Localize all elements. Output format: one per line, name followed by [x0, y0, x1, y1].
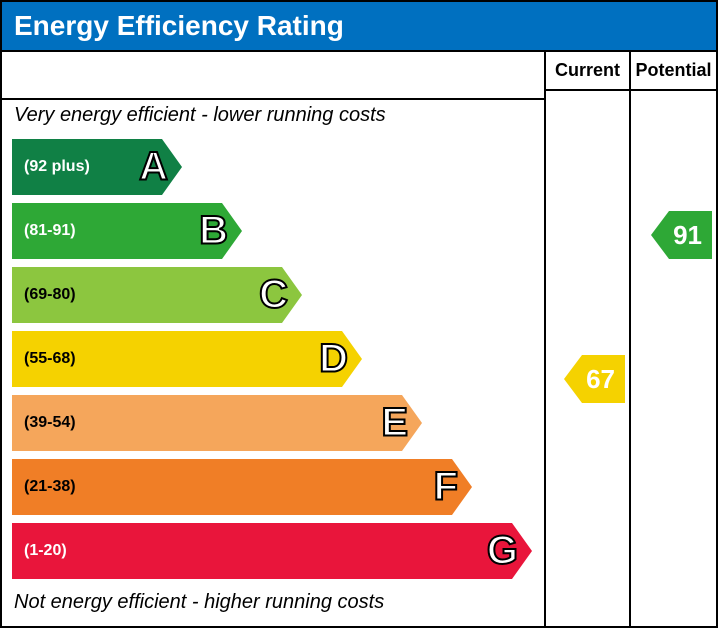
- band-d: (55-68) D: [12, 331, 544, 387]
- band-letter: G: [487, 529, 518, 574]
- band-bar: (92 plus)A: [12, 139, 162, 195]
- band-bar: (21-38)F: [12, 459, 452, 515]
- potential-header: Potential: [631, 52, 716, 91]
- band-bar: (81-91)B: [12, 203, 222, 259]
- band-range: (21-38): [24, 478, 76, 496]
- band-range: (69-80): [24, 286, 76, 304]
- potential-column: Potential 91: [631, 50, 716, 626]
- current-value: 67: [586, 364, 615, 395]
- potential-value: 91: [673, 220, 702, 251]
- band-bar: (69-80)C: [12, 267, 282, 323]
- band-range: (55-68): [24, 350, 76, 368]
- bands-list: (92 plus) A (81-91) B (69-80) C (55-68) D (3…: [2, 139, 544, 579]
- band-range: (39-54): [24, 414, 76, 432]
- epc-chart: Energy Efficiency Rating Very energy eff…: [0, 0, 718, 628]
- band-letter: B: [199, 209, 228, 254]
- potential-pointer: 91: [669, 211, 712, 259]
- band-letter: E: [381, 401, 408, 446]
- band-bar: (39-54)E: [12, 395, 402, 451]
- current-column: Current 67: [546, 50, 631, 626]
- band-letter: A: [139, 145, 168, 190]
- band-g: (1-20) G: [12, 523, 544, 579]
- current-pointer: 67: [582, 355, 625, 403]
- chart-body: Very energy efficient - lower running co…: [2, 50, 716, 626]
- chart-title: Energy Efficiency Rating: [2, 2, 716, 50]
- band-range: (81-91): [24, 222, 76, 240]
- caption-bottom: Not energy efficient - higher running co…: [2, 587, 544, 618]
- bands-column: Very energy efficient - lower running co…: [2, 50, 546, 626]
- band-letter: D: [319, 337, 348, 382]
- band-range: (92 plus): [24, 158, 90, 176]
- current-header: Current: [546, 52, 629, 91]
- band-e: (39-54) E: [12, 395, 544, 451]
- band-bar: (55-68)D: [12, 331, 342, 387]
- band-c: (69-80) C: [12, 267, 544, 323]
- caption-top: Very energy efficient - lower running co…: [2, 100, 544, 131]
- band-a: (92 plus) A: [12, 139, 544, 195]
- band-f: (21-38) F: [12, 459, 544, 515]
- band-letter: C: [259, 273, 288, 318]
- band-b: (81-91) B: [12, 203, 544, 259]
- band-letter: F: [434, 465, 458, 510]
- band-range: (1-20): [24, 542, 67, 560]
- band-bar: (1-20)G: [12, 523, 512, 579]
